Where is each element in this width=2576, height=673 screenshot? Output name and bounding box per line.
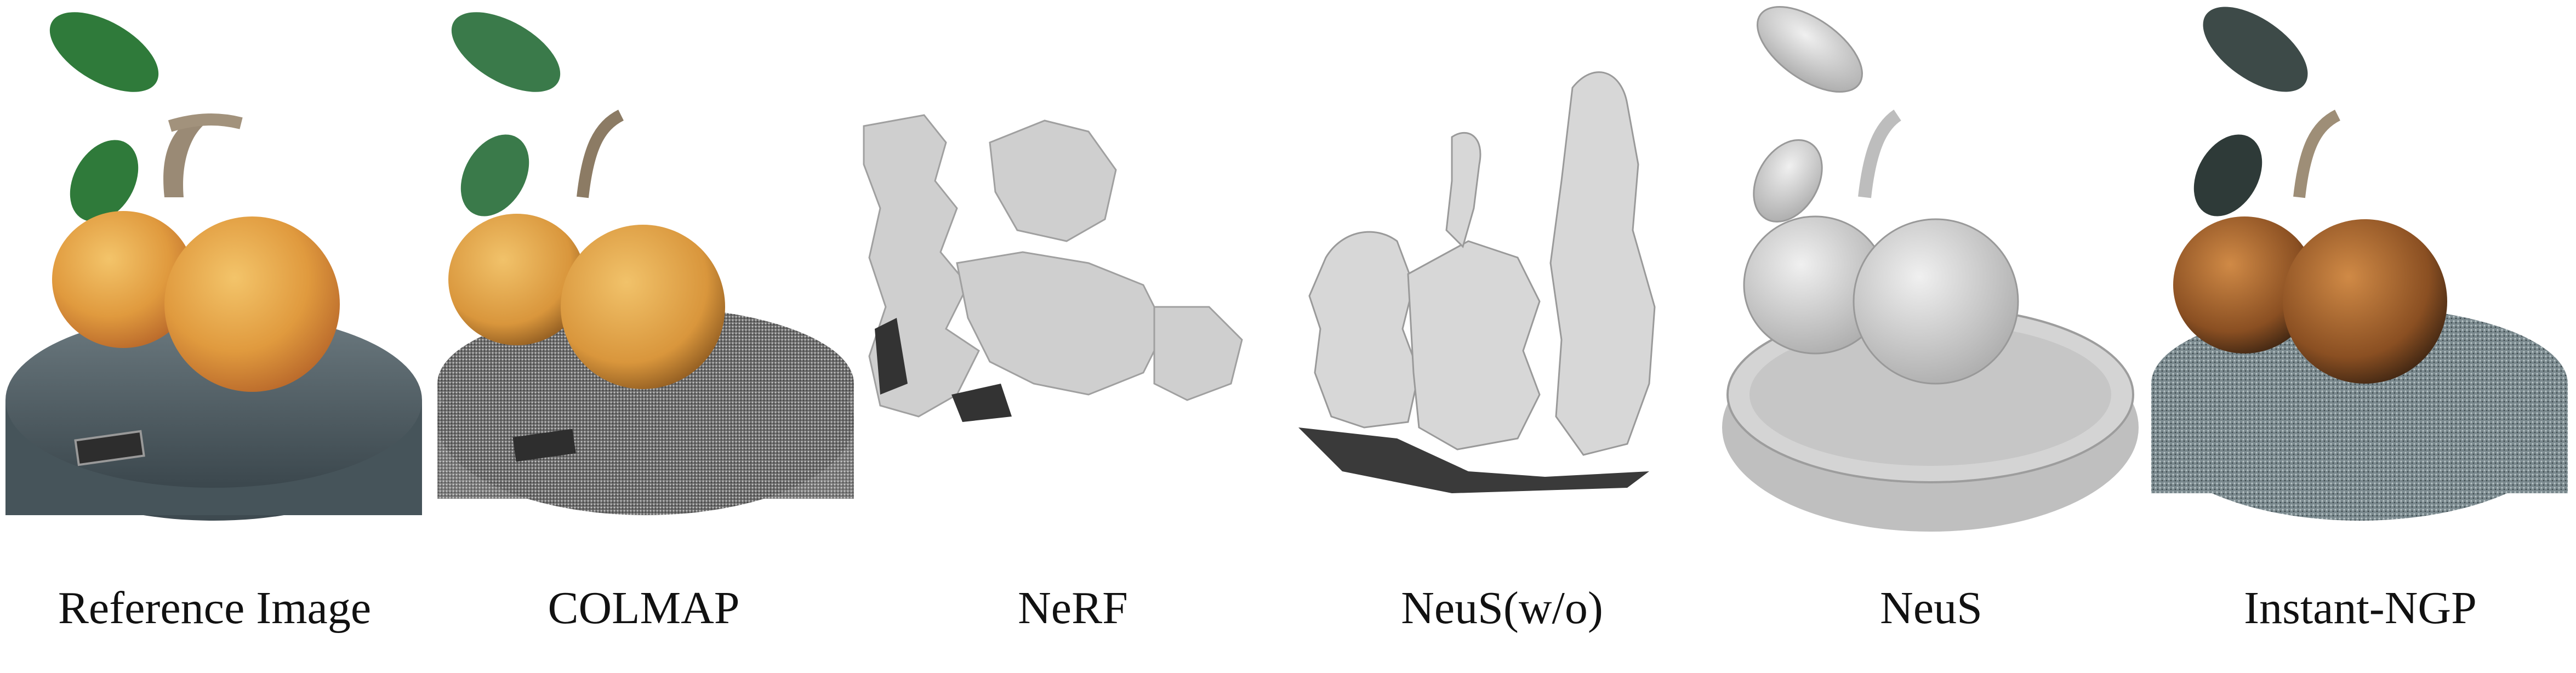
- caption-instant-ngp: Instant-NGP: [2244, 583, 2477, 634]
- neus-mesh-render: [1722, 5, 2139, 532]
- caption-colmap: COLMAP: [548, 583, 740, 634]
- panel-instant-ngp: Instant-NGP: [2146, 0, 2575, 673]
- colmap-pointcloud-render: [437, 12, 854, 515]
- caption-neus: NeuS: [1880, 583, 1982, 634]
- caption-nerf: NeRF: [1018, 583, 1128, 634]
- reference-image-render: [5, 12, 422, 521]
- neus-wo-mesh-render: [1298, 71, 1656, 493]
- panel-reference-image: Reference Image: [0, 0, 429, 673]
- panel-neus: NeuS: [1717, 0, 2146, 673]
- instant-ngp-render: [2151, 7, 2568, 521]
- panel-neus-wo: NeuS(w/o): [1287, 0, 1717, 673]
- panel-colmap: COLMAP: [429, 0, 858, 673]
- nerf-mesh-render: [863, 114, 1243, 422]
- panel-nerf: NeRF: [858, 0, 1287, 673]
- caption-neus-wo: NeuS(w/o): [1401, 583, 1603, 634]
- caption-reference-image: Reference Image: [58, 583, 372, 634]
